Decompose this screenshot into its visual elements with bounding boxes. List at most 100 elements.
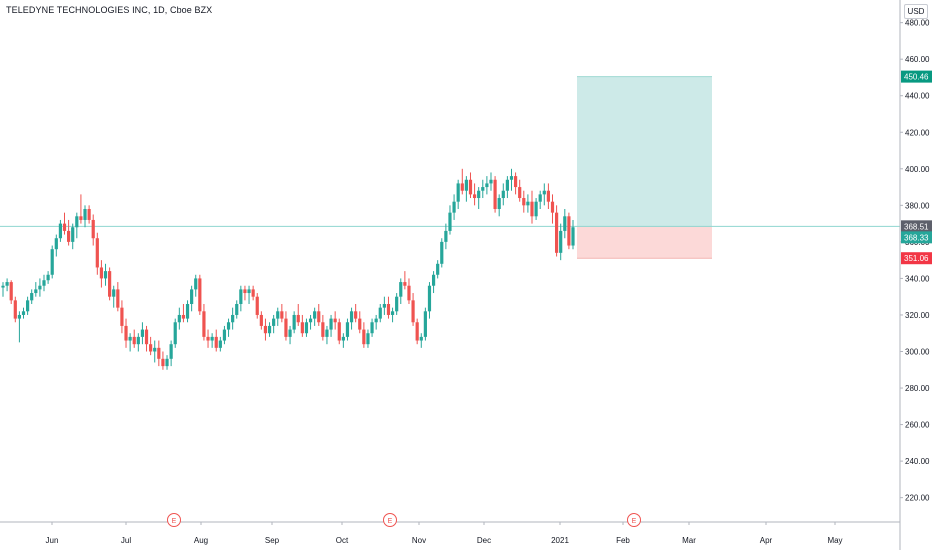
candle-body [149, 344, 153, 352]
candle-body [79, 216, 83, 220]
candle [67, 219, 71, 246]
candle [550, 194, 555, 224]
price-tick-label: 420.00 [905, 128, 930, 137]
candle [411, 293, 415, 326]
candle-body [526, 201, 530, 206]
candle [554, 205, 559, 257]
candle [165, 355, 169, 370]
candle [169, 340, 173, 367]
candle-body [485, 183, 489, 188]
candle [210, 333, 214, 348]
candle-body [157, 347, 161, 359]
candle [95, 232, 99, 275]
candle-body [411, 300, 415, 323]
earnings-marker: E [383, 513, 397, 527]
candle [341, 333, 345, 348]
candle [108, 267, 112, 301]
candle-body [1, 285, 5, 288]
candle-body [58, 223, 63, 239]
candle [280, 303, 284, 323]
candle [317, 303, 321, 326]
price-labels: 450.46 368.51 368.33 351.06 [901, 70, 932, 265]
candle [284, 311, 288, 341]
candle-body [452, 201, 456, 213]
candle-body [448, 212, 452, 231]
candle [452, 194, 456, 220]
candle-body [50, 249, 54, 275]
candle-body [509, 176, 514, 180]
candle-body [546, 190, 550, 202]
candle [54, 234, 58, 257]
currency-button[interactable]: USD [904, 4, 928, 19]
candle [62, 212, 67, 235]
candle [140, 322, 145, 345]
candle-body [272, 318, 276, 326]
stop-zone [577, 226, 712, 259]
candle-body [456, 183, 460, 202]
candle [206, 329, 210, 348]
candle [91, 214, 95, 246]
candle [222, 325, 227, 345]
candle-body [128, 336, 132, 341]
candle-body [513, 176, 518, 188]
candle-body [144, 329, 149, 345]
candle [83, 205, 87, 228]
candle [259, 311, 263, 330]
candle-body [83, 208, 87, 220]
candle-body [317, 311, 321, 323]
candle-body [173, 322, 177, 345]
candle-body [366, 333, 370, 345]
entry-price-label: 368.51 [901, 220, 932, 233]
candle [333, 311, 337, 330]
candle-body [206, 336, 210, 341]
candle-body [239, 289, 243, 304]
candlestick-series [1, 168, 575, 370]
candle-body [378, 307, 382, 319]
candle [505, 176, 509, 199]
candle [403, 271, 407, 290]
candle-body [190, 289, 194, 304]
candle-body [194, 278, 198, 290]
candle-body [108, 271, 112, 297]
candle-body [538, 194, 542, 202]
candle-body [468, 179, 473, 195]
symbol-title: TELEDYNE TECHNOLOGIES INC, 1D, Cboe BZX [6, 5, 213, 15]
candle [218, 336, 222, 352]
candle [395, 293, 399, 315]
candle [345, 318, 350, 341]
candle [304, 318, 309, 337]
time-tick-label: 2021 [551, 536, 569, 545]
time-tick-label: Jun [46, 536, 59, 545]
candle [17, 311, 22, 343]
candle [526, 194, 530, 213]
price-label-text: 368.51 [904, 222, 929, 231]
candle [13, 296, 17, 323]
target-price-label: 450.46 [901, 70, 932, 83]
earnings-label: E [632, 518, 637, 525]
candle [288, 325, 292, 345]
candle-body [358, 318, 362, 330]
candle [493, 176, 497, 213]
candle [518, 179, 522, 202]
candle-body [267, 325, 272, 334]
price-axis: 220.00 240.00 260.00 280.00 300.00 320.00 340.… [899, 0, 930, 550]
candle [513, 172, 518, 195]
candle-body [370, 322, 374, 334]
candle-body [185, 303, 190, 319]
candle-body [136, 336, 140, 345]
candle [436, 260, 440, 279]
candle-body [71, 227, 75, 242]
candle [448, 205, 452, 235]
candle-body [362, 329, 366, 345]
time-tick-label: Feb [616, 536, 630, 545]
candle [407, 278, 411, 304]
candle [112, 285, 116, 308]
candle-body [124, 325, 128, 341]
candle-body [464, 179, 468, 191]
candle [161, 351, 165, 370]
candle-body [325, 329, 329, 337]
candle [468, 172, 473, 199]
candle [251, 285, 255, 301]
